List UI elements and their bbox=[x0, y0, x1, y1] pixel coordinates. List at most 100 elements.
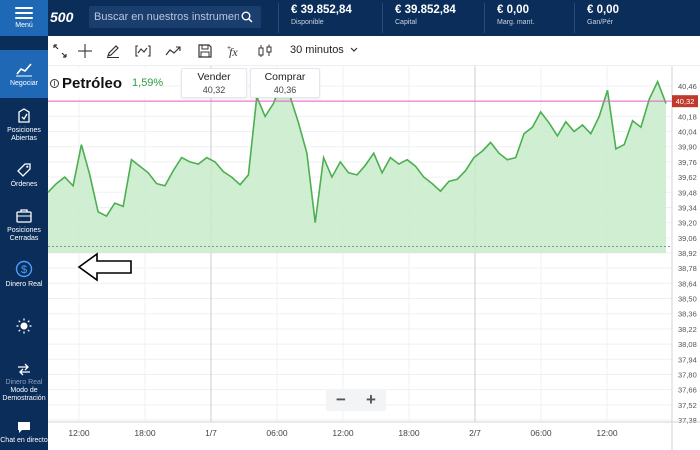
sell-button[interactable]: Vender 40,32 bbox=[181, 68, 247, 98]
zoom-out-button[interactable]: − bbox=[336, 390, 346, 409]
stat-value: € 39.852,84 bbox=[291, 4, 352, 16]
x-tick-label: 12:00 bbox=[68, 428, 90, 438]
sidebar-item-orders[interactable]: Órdenes bbox=[0, 162, 48, 189]
current-price-badge-bg bbox=[672, 95, 698, 108]
sidebar-item-label: Negociar bbox=[9, 79, 38, 87]
search-input[interactable] bbox=[94, 11, 239, 23]
indicator-icon[interactable] bbox=[134, 43, 152, 59]
y-tick-label: 37,80 bbox=[678, 370, 697, 379]
x-tick-label: 18:00 bbox=[398, 428, 420, 438]
y-tick-label: 37,52 bbox=[678, 401, 697, 410]
stat-value: € 0,00 bbox=[587, 4, 619, 16]
annotation-arrow bbox=[77, 252, 132, 282]
sell-label: Vender bbox=[197, 71, 231, 83]
y-tick-label: 38,36 bbox=[678, 310, 697, 319]
stat-value: € 0,00 bbox=[497, 4, 529, 16]
function-icon[interactable]: fx + bbox=[226, 43, 244, 59]
x-tick-label: 06:00 bbox=[266, 428, 288, 438]
x-tick-label: 12:00 bbox=[332, 428, 354, 438]
chart-toolbar: fx + 30 minutos bbox=[48, 36, 700, 66]
dollar-circle-icon: $ bbox=[15, 260, 33, 278]
stat-label: Gan/Pér bbox=[587, 19, 614, 26]
info-icon[interactable]: i bbox=[50, 78, 59, 88]
x-axis: 12:00 18:00 1/7 06:00 12:00 18:00 2/7 06:00 12:0… bbox=[48, 421, 700, 438]
brand-logo: 500 bbox=[50, 9, 74, 25]
sun-icon bbox=[16, 318, 32, 334]
search-icon[interactable] bbox=[239, 9, 255, 25]
save-icon[interactable] bbox=[196, 43, 214, 59]
menu-label: Menú bbox=[15, 22, 33, 29]
y-tick-label: 37,94 bbox=[678, 355, 697, 364]
stat-available: € 39.852,84 Disponible bbox=[278, 3, 352, 33]
y-tick-label: 39,20 bbox=[678, 219, 697, 228]
sidebar-item-closed-positions[interactable]: Posiciones Cerradas bbox=[0, 208, 48, 243]
theme-toggle[interactable] bbox=[0, 318, 48, 337]
price-area bbox=[48, 81, 666, 253]
y-tick-label: 38,64 bbox=[678, 279, 697, 288]
x-tick-label: 1/7 bbox=[205, 428, 217, 438]
y-tick-label: 39,06 bbox=[678, 234, 697, 243]
buy-price: 40,36 bbox=[273, 85, 297, 95]
sidebar-item-label: Órdenes bbox=[10, 181, 38, 188]
y-tick-label: 39,90 bbox=[678, 143, 697, 152]
zoom-in-button[interactable]: + bbox=[366, 390, 376, 409]
current-price-badge: 40,32 bbox=[672, 95, 698, 108]
y-tick-label: 38,08 bbox=[678, 340, 697, 349]
y-tick-label: 38,78 bbox=[678, 264, 697, 273]
x-tick-label: 12:00 bbox=[596, 428, 618, 438]
y-tick-label: 38,22 bbox=[678, 325, 697, 334]
instrument-name: Petróleo bbox=[62, 74, 123, 92]
current-price-label: 40,32 bbox=[676, 97, 695, 106]
chat-icon bbox=[18, 422, 30, 433]
tag-icon bbox=[17, 163, 31, 177]
svg-text:fx: fx bbox=[229, 45, 238, 58]
buy-button[interactable]: Comprar 40,36 bbox=[250, 68, 320, 98]
sidebar-item-trade[interactable]: Negociar bbox=[0, 50, 48, 98]
buy-label: Comprar bbox=[264, 71, 306, 83]
x-tick-label: 18:00 bbox=[134, 428, 156, 438]
sidebar-item-label: Dinero Real bbox=[5, 281, 43, 288]
y-tick-label: 37,38 bbox=[678, 416, 697, 425]
trend-icon[interactable] bbox=[164, 43, 182, 59]
zoom-controls: − + bbox=[326, 389, 386, 411]
arrows-icon[interactable] bbox=[51, 43, 69, 59]
stat-capital: € 39.852,84 Capital bbox=[382, 3, 456, 33]
interval-value: 30 minutos bbox=[290, 44, 344, 56]
price-line bbox=[47, 79, 667, 223]
interval-select[interactable]: 30 minutos bbox=[290, 44, 358, 56]
stat-label: Capital bbox=[395, 19, 417, 26]
stat-label: Marg. mant. bbox=[497, 19, 535, 26]
y-tick-label: 38,50 bbox=[678, 295, 697, 304]
candles-icon[interactable] bbox=[256, 43, 274, 59]
svg-text:$: $ bbox=[21, 264, 27, 276]
hamburger-icon bbox=[15, 7, 33, 19]
y-tick-label: 37,66 bbox=[678, 386, 697, 395]
search-box[interactable] bbox=[89, 6, 261, 28]
briefcase-icon bbox=[16, 209, 32, 223]
y-tick-label: 39,62 bbox=[678, 173, 697, 182]
x-tick-label: 2/7 bbox=[469, 428, 481, 438]
sidebar-item-real-money[interactable]: $ Dinero Real bbox=[0, 260, 48, 289]
stat-profit-loss: € 0,00 Gan/Pér bbox=[574, 3, 619, 33]
sidebar-item-live-chat[interactable]: Chat en directo bbox=[0, 420, 48, 445]
svg-text:+: + bbox=[227, 45, 231, 52]
sidebar-item-label: Dinero Real bbox=[5, 379, 43, 386]
menu-button[interactable]: Menú bbox=[0, 0, 48, 36]
y-axis: 40,46 40,32 40,18 40,04 39,90 39,76 39,62 39,48… bbox=[671, 66, 697, 450]
swap-icon bbox=[18, 363, 30, 376]
crosshair-icon[interactable] bbox=[76, 43, 94, 59]
y-tick-label: 40,46 bbox=[678, 82, 697, 91]
stat-label: Disponible bbox=[291, 19, 324, 26]
sidebar-item-label: Posiciones Cerradas bbox=[7, 227, 41, 242]
sell-price: 40,32 bbox=[202, 85, 226, 95]
x-tick-label: 06:00 bbox=[530, 428, 552, 438]
sidebar-item-demo-switch[interactable]: Dinero Real Modo de Demostración bbox=[0, 362, 48, 403]
y-tick-label: 40,18 bbox=[678, 112, 697, 121]
sidebar-item-open-positions[interactable]: Posiciones Abiertas bbox=[0, 108, 48, 143]
y-tick-label: 40,04 bbox=[678, 128, 697, 137]
chart-line-icon bbox=[16, 62, 32, 76]
instrument-header: i Petróleo 1,59% bbox=[50, 68, 164, 98]
sidebar: Negociar Posiciones Abiertas Órdenes Pos… bbox=[0, 36, 48, 450]
pencil-icon[interactable] bbox=[104, 43, 122, 59]
